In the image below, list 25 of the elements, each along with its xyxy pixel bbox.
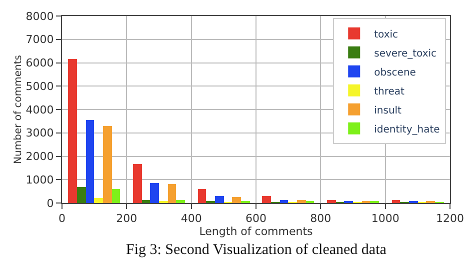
x-tick-label: 1200 [436, 212, 464, 226]
legend-label: insult [374, 105, 402, 116]
y-tick-label: 0 [46, 196, 54, 210]
legend-label: threat [374, 86, 405, 98]
y-tick-label: 6000 [26, 56, 54, 70]
x-axis-title: Length of comments [199, 225, 314, 238]
legend-label: severe_toxic [374, 48, 437, 60]
caption: Fig 3: Second Visualization of cleaned data [126, 242, 387, 258]
y-tick-label: 5000 [26, 80, 54, 93]
x-tick-label: 0 [58, 212, 66, 226]
legend-label: identity_hate [374, 124, 440, 136]
x-tick-label: 400 [180, 212, 202, 226]
y-tick-label: 7000 [26, 33, 54, 46]
x-tick-label: 600 [246, 212, 266, 226]
legend-label: toxic [374, 29, 398, 40]
x-tick-label: 1000 [371, 212, 400, 226]
y-tick-label: 4000 [26, 103, 54, 116]
y-tick-label: 1000 [26, 173, 54, 186]
y-tick-label: 2000 [26, 150, 54, 164]
x-tick-label: 800 [310, 212, 332, 226]
x-tick-label: 200 [116, 212, 138, 226]
y-tick-label: 8000 [26, 10, 54, 23]
y-tick-label: 3000 [26, 126, 54, 140]
y-axis-title: Number of comments [12, 55, 24, 164]
legend-label: obscene [374, 67, 416, 78]
